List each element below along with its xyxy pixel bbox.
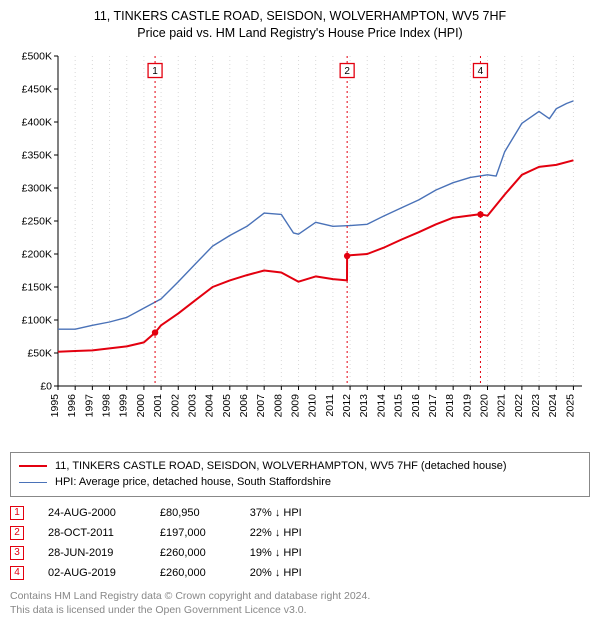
license-line-2: This data is licensed under the Open Gov… bbox=[10, 603, 590, 617]
svg-text:£350K: £350K bbox=[22, 149, 52, 161]
legend-label: 11, TINKERS CASTLE ROAD, SEISDON, WOLVER… bbox=[55, 458, 507, 475]
svg-text:2004: 2004 bbox=[204, 394, 216, 418]
svg-text:2025: 2025 bbox=[564, 394, 576, 418]
svg-text:2012: 2012 bbox=[341, 394, 353, 418]
svg-text:£150K: £150K bbox=[22, 281, 52, 293]
transaction-row: 3 28-JUN-2019£260,00019% ↓ HPI bbox=[10, 543, 312, 563]
transaction-delta: 20% ↓ HPI bbox=[250, 563, 312, 583]
svg-text:1998: 1998 bbox=[101, 394, 113, 418]
transaction-price: £80,950 bbox=[160, 503, 250, 523]
transaction-price: £197,000 bbox=[160, 523, 250, 543]
svg-text:£100K: £100K bbox=[22, 314, 52, 326]
svg-text:2014: 2014 bbox=[375, 394, 387, 418]
svg-text:1999: 1999 bbox=[118, 394, 130, 418]
title-line-1: 11, TINKERS CASTLE ROAD, SEISDON, WOLVER… bbox=[10, 8, 590, 25]
transaction-marker: 3 bbox=[10, 546, 24, 560]
legend: 11, TINKERS CASTLE ROAD, SEISDON, WOLVER… bbox=[10, 452, 590, 497]
svg-text:2015: 2015 bbox=[393, 394, 405, 418]
transaction-marker: 1 bbox=[10, 506, 24, 520]
svg-text:2002: 2002 bbox=[169, 394, 181, 418]
transaction-delta: 19% ↓ HPI bbox=[250, 543, 312, 563]
svg-text:2000: 2000 bbox=[135, 394, 147, 418]
svg-text:£50K: £50K bbox=[27, 347, 52, 359]
svg-text:1: 1 bbox=[152, 66, 158, 77]
svg-text:1997: 1997 bbox=[83, 394, 95, 418]
transaction-marker: 2 bbox=[10, 526, 24, 540]
svg-text:2001: 2001 bbox=[152, 394, 164, 418]
chart-container: 11, TINKERS CASTLE ROAD, SEISDON, WOLVER… bbox=[0, 0, 600, 627]
svg-text:£450K: £450K bbox=[22, 83, 52, 95]
license-text: Contains HM Land Registry data © Crown c… bbox=[10, 589, 590, 617]
svg-text:2018: 2018 bbox=[444, 394, 456, 418]
svg-text:2020: 2020 bbox=[479, 394, 491, 418]
svg-text:2011: 2011 bbox=[324, 394, 336, 417]
transaction-delta: 37% ↓ HPI bbox=[250, 503, 312, 523]
svg-text:2006: 2006 bbox=[238, 394, 250, 418]
legend-row: 11, TINKERS CASTLE ROAD, SEISDON, WOLVER… bbox=[19, 458, 581, 475]
title-line-2: Price paid vs. HM Land Registry's House … bbox=[10, 25, 590, 42]
legend-label: HPI: Average price, detached house, Sout… bbox=[55, 474, 331, 491]
title-block: 11, TINKERS CASTLE ROAD, SEISDON, WOLVER… bbox=[10, 8, 590, 42]
svg-text:2003: 2003 bbox=[186, 394, 198, 418]
svg-text:2009: 2009 bbox=[290, 394, 302, 418]
transaction-marker: 4 bbox=[10, 566, 24, 580]
svg-text:2007: 2007 bbox=[255, 394, 267, 418]
svg-text:£400K: £400K bbox=[22, 116, 52, 128]
svg-text:2016: 2016 bbox=[410, 394, 422, 418]
svg-text:2013: 2013 bbox=[358, 394, 370, 418]
svg-text:2022: 2022 bbox=[513, 394, 525, 418]
legend-row: HPI: Average price, detached house, Sout… bbox=[19, 474, 581, 491]
svg-text:2: 2 bbox=[344, 66, 350, 77]
svg-text:2019: 2019 bbox=[461, 394, 473, 418]
transactions-table: 1 24-AUG-2000£80,95037% ↓ HPI 2 28-OCT-2011… bbox=[10, 503, 312, 583]
transaction-date: 24-AUG-2000 bbox=[48, 503, 160, 523]
svg-text:2010: 2010 bbox=[307, 394, 319, 418]
svg-text:£500K: £500K bbox=[22, 50, 52, 62]
transaction-price: £260,000 bbox=[160, 563, 250, 583]
legend-swatch bbox=[19, 482, 47, 483]
transaction-row: 4 02-AUG-2019£260,00020% ↓ HPI bbox=[10, 563, 312, 583]
svg-text:4: 4 bbox=[478, 66, 484, 77]
transaction-date: 28-JUN-2019 bbox=[48, 543, 160, 563]
chart: £0 £50K £100K £150K £200K £250K £300K £350K £400… bbox=[10, 46, 590, 446]
transaction-price: £260,000 bbox=[160, 543, 250, 563]
svg-text:£250K: £250K bbox=[22, 215, 52, 227]
svg-text:2024: 2024 bbox=[547, 394, 559, 418]
chart-svg: £0 £50K £100K £150K £200K £250K £300K £350K £400… bbox=[10, 46, 590, 446]
svg-text:2021: 2021 bbox=[496, 394, 508, 418]
transaction-delta: 22% ↓ HPI bbox=[250, 523, 312, 543]
transaction-row: 1 24-AUG-2000£80,95037% ↓ HPI bbox=[10, 503, 312, 523]
svg-text:£300K: £300K bbox=[22, 182, 52, 194]
license-line-1: Contains HM Land Registry data © Crown c… bbox=[10, 589, 590, 603]
svg-text:£0: £0 bbox=[40, 380, 52, 392]
transaction-row: 2 28-OCT-2011£197,00022% ↓ HPI bbox=[10, 523, 312, 543]
svg-text:2023: 2023 bbox=[530, 394, 542, 418]
legend-swatch bbox=[19, 465, 47, 467]
svg-text:2008: 2008 bbox=[272, 394, 284, 418]
svg-text:2005: 2005 bbox=[221, 394, 233, 418]
svg-text:2017: 2017 bbox=[427, 394, 439, 418]
transaction-date: 28-OCT-2011 bbox=[48, 523, 160, 543]
transaction-date: 02-AUG-2019 bbox=[48, 563, 160, 583]
svg-text:1995: 1995 bbox=[49, 394, 61, 418]
svg-text:1996: 1996 bbox=[66, 394, 78, 418]
svg-text:£200K: £200K bbox=[22, 248, 52, 260]
